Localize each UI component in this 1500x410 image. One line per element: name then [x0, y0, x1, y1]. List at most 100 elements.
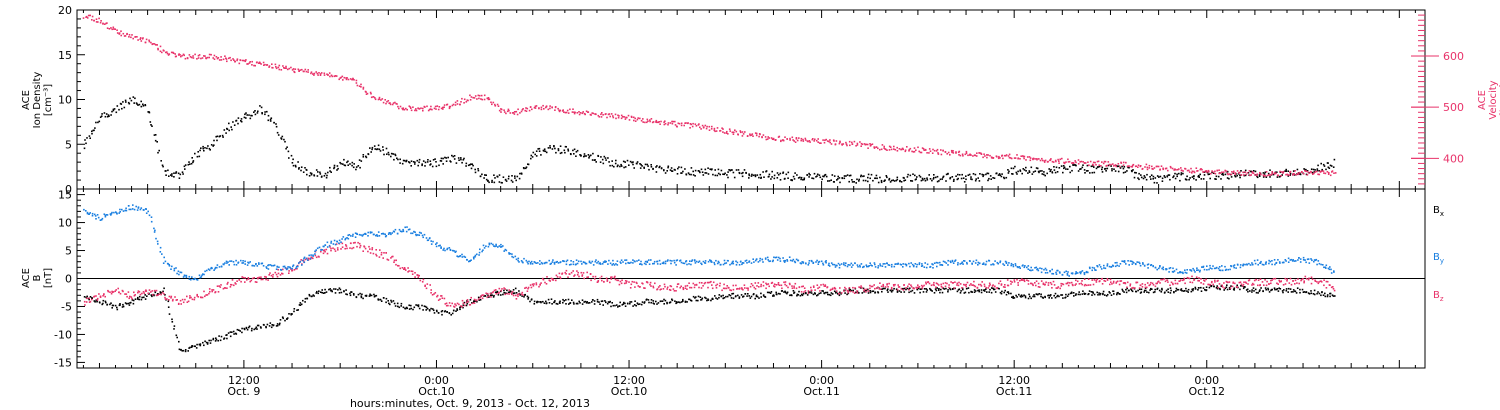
- bx-point: [536, 300, 539, 303]
- bx-point: [697, 295, 700, 298]
- ion-density-point: [315, 169, 318, 171]
- ion-density-point: [402, 159, 405, 162]
- by-point: [136, 209, 139, 211]
- velocity-point: [660, 120, 662, 123]
- velocity-point: [1202, 171, 1204, 173]
- ion-density-point: [1237, 173, 1240, 175]
- bx-point: [1149, 289, 1151, 291]
- ion-density-point: [660, 167, 663, 170]
- ion-density-point: [809, 174, 811, 176]
- bz-point: [869, 284, 871, 287]
- bz-point: [175, 299, 178, 301]
- bz-point: [1259, 278, 1262, 280]
- velocity-point: [1115, 165, 1117, 168]
- bz-point: [329, 246, 331, 248]
- bz-point: [542, 278, 545, 281]
- bz-point: [747, 289, 749, 291]
- ion-density-point: [530, 157, 532, 160]
- bz-point: [209, 290, 211, 293]
- velocity-point: [716, 127, 719, 129]
- ion-density-point: [313, 174, 316, 177]
- by-point: [147, 210, 149, 213]
- bz-point: [341, 242, 344, 245]
- ion-density-point: [867, 180, 869, 183]
- x-tick-date: Oct.11: [803, 385, 840, 398]
- bz-point: [892, 284, 895, 286]
- bx-point: [923, 288, 926, 290]
- ion-density-point: [879, 176, 881, 179]
- velocity-point: [251, 64, 253, 66]
- bz-point: [1311, 278, 1314, 281]
- ion-density-point: [158, 149, 160, 152]
- bz-point: [493, 289, 496, 292]
- bz-point: [698, 286, 700, 289]
- bz-point: [260, 276, 262, 278]
- ion-density-point: [451, 154, 453, 157]
- bz-point: [1244, 281, 1247, 283]
- bz-point: [768, 285, 770, 288]
- bz-point: [334, 250, 337, 252]
- bz-point: [128, 297, 130, 300]
- bz-point: [217, 291, 220, 293]
- bz-point: [234, 282, 236, 284]
- bz-point: [852, 291, 854, 293]
- bz-point: [1236, 286, 1239, 289]
- bx-point: [1175, 287, 1178, 290]
- bz-point: [408, 270, 410, 272]
- ion-density-point: [447, 156, 449, 159]
- ion-density-point: [933, 174, 935, 176]
- bz-point: [879, 288, 882, 290]
- velocity-point: [538, 107, 540, 109]
- bx-point: [740, 294, 743, 296]
- ion-density-point: [828, 180, 831, 182]
- ion-density-point: [204, 147, 206, 149]
- bx-point: [591, 301, 593, 303]
- bx-point: [512, 289, 515, 291]
- ion-density-point: [886, 176, 888, 179]
- ion-density-point: [858, 180, 860, 182]
- bz-point: [1161, 278, 1164, 281]
- velocity-point: [962, 155, 964, 157]
- ion-density-point: [1317, 164, 1319, 167]
- bz-point: [114, 290, 116, 292]
- ion-density-point: [1121, 165, 1123, 168]
- bz-point: [835, 290, 838, 292]
- velocity-point: [1170, 166, 1172, 169]
- bx-point: [605, 301, 607, 304]
- velocity-point: [297, 68, 300, 71]
- bx-point: [248, 326, 250, 329]
- bx-point: [406, 307, 408, 310]
- velocity-point: [1207, 169, 1210, 172]
- ion-density-point: [1250, 170, 1253, 173]
- velocity-point: [1211, 170, 1213, 172]
- ion-density-point: [655, 166, 657, 168]
- bx-point: [385, 297, 388, 300]
- by-point: [163, 256, 165, 259]
- bz-point: [322, 252, 325, 255]
- ion-density-point: [1186, 175, 1188, 178]
- bz-point: [861, 286, 863, 289]
- bx-point: [110, 302, 112, 304]
- ion-density-point: [1146, 173, 1148, 176]
- bx-point: [523, 296, 525, 298]
- bz-point: [942, 282, 945, 285]
- velocity-point: [1098, 164, 1100, 166]
- ion-density-point: [1116, 165, 1119, 168]
- ion-density-point: [808, 176, 810, 178]
- bz-point: [925, 281, 927, 284]
- bz-point: [1034, 282, 1036, 284]
- ion-density-point: [647, 165, 649, 167]
- bx-point: [643, 301, 646, 303]
- velocity-point: [503, 109, 505, 111]
- ion-density-point: [751, 173, 753, 176]
- bx-point: [900, 291, 902, 293]
- bx-point: [593, 300, 596, 302]
- bx-point: [509, 290, 512, 292]
- bz-point: [535, 282, 538, 284]
- bx-point: [572, 301, 575, 304]
- bx-point: [1145, 289, 1147, 292]
- ion-density-point: [414, 163, 416, 165]
- velocity-point: [636, 118, 639, 121]
- bz-point: [1076, 280, 1079, 283]
- ion-density-point: [355, 166, 358, 168]
